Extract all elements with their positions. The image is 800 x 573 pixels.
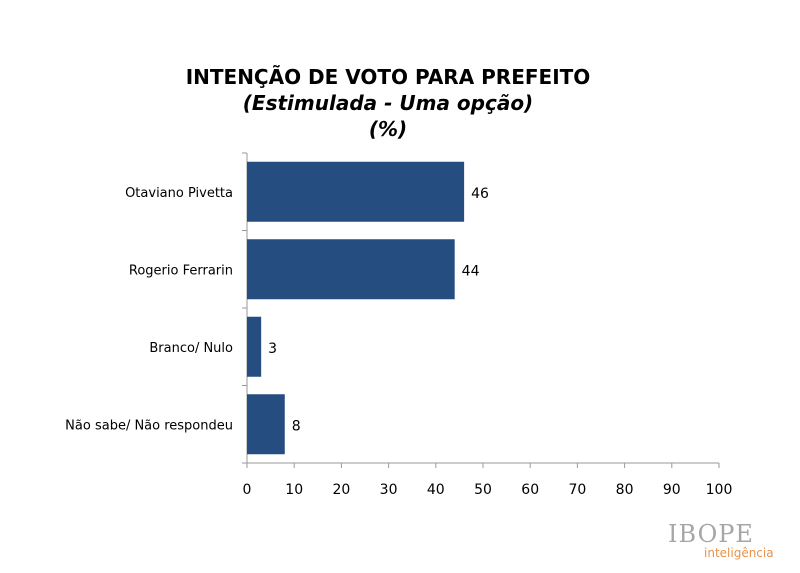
category-label: Branco/ Nulo <box>149 341 233 356</box>
bar <box>247 239 455 300</box>
category-label: Não sabe/ Não respondeu <box>65 418 233 433</box>
x-tick-label: 10 <box>285 482 303 498</box>
x-tick-label: 40 <box>427 482 445 498</box>
category-label: Rogerio Ferrarin <box>129 263 233 278</box>
x-tick-label: 100 <box>706 482 733 498</box>
bar <box>247 394 285 455</box>
category-label: Otaviano Pivetta <box>125 186 233 201</box>
chart-title: INTENÇÃO DE VOTO PARA PREFEITO <box>185 65 591 89</box>
x-tick-label: 50 <box>474 482 492 498</box>
data-label: 8 <box>292 418 301 434</box>
data-label: 46 <box>471 186 489 202</box>
x-tick-label: 80 <box>616 482 634 498</box>
x-tick-label: 20 <box>332 482 350 498</box>
data-label: 44 <box>462 263 480 279</box>
bar <box>247 161 465 222</box>
ibope-logo: IBOPE inteligência <box>668 522 788 560</box>
chart-subtitle: (Estimulada - Uma opção) <box>242 91 534 115</box>
chart-title-block: INTENÇÃO DE VOTO PARA PREFEITO (Estimula… <box>0 64 776 142</box>
x-tick-label: 60 <box>521 482 539 498</box>
x-tick-label: 90 <box>663 482 681 498</box>
logo-main-text: IBOPE <box>668 520 754 548</box>
data-label: 3 <box>268 341 277 357</box>
chart-unit: (%) <box>368 117 408 141</box>
x-tick-label: 70 <box>568 482 586 498</box>
bar <box>247 316 262 377</box>
x-tick-label: 30 <box>380 482 398 498</box>
logo-sub-text: inteligência <box>704 546 774 560</box>
x-tick-label: 0 <box>243 482 252 498</box>
